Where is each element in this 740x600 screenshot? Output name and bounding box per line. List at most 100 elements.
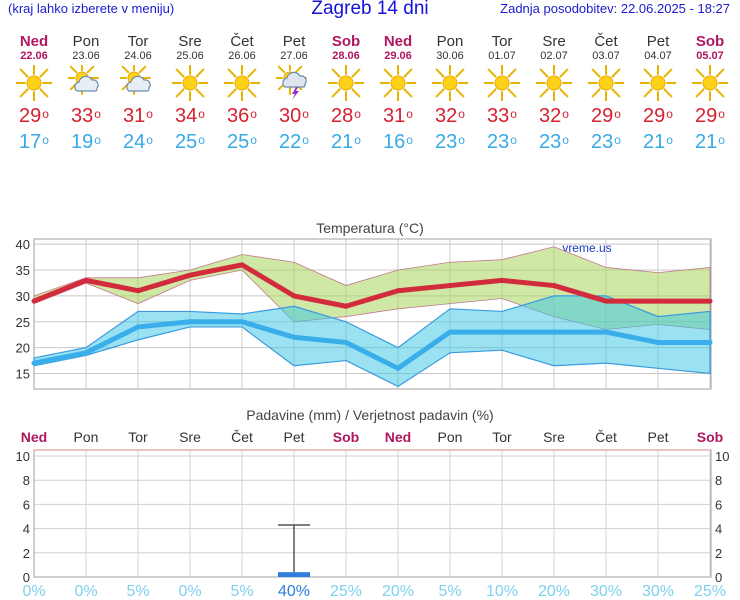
chart-title: Temperatura (°C) [316, 220, 424, 236]
max-temp: 29o [19, 105, 49, 127]
min-temp-value: 23 [487, 131, 510, 153]
max-temp-value: 33 [487, 105, 510, 127]
min-temp: 25o [175, 131, 205, 153]
day-date: 27.06 [280, 50, 308, 62]
plot-frame [33, 238, 712, 390]
y-tick-label: 20 [16, 341, 30, 356]
y-tick-label: 30 [16, 289, 30, 304]
max-temp-line [33, 262, 710, 309]
day-date: 26.06 [228, 50, 256, 62]
min-temp-value: 22 [279, 131, 302, 153]
day-label: Tor [492, 429, 512, 445]
max-temp: 31o [123, 105, 153, 127]
min-temp-value: 21 [331, 131, 354, 153]
min-temp: 16o [383, 131, 413, 153]
max-temp: 33o [487, 105, 517, 127]
y-tick-label-right: 4 [715, 522, 722, 537]
max-temp-point [707, 298, 713, 304]
temperature-chart: Temperatura (°C) 15 20 25 30 35 40 vreme.us [16, 220, 713, 390]
max-temp: 31o [383, 105, 413, 127]
day-label: Sob [697, 429, 723, 445]
day-forecast: Sob 05.07 29o 21o [684, 34, 736, 155]
min-temp-point [187, 319, 193, 325]
precip-probability-label: 20% [538, 583, 570, 600]
day-label: Ned [21, 429, 47, 445]
max-temp-value: 29 [591, 105, 614, 127]
min-temp: 25o [227, 131, 257, 153]
max-temp-point [31, 298, 37, 304]
min-temp: 21o [643, 131, 673, 153]
plot-frame [33, 449, 712, 578]
day-name: Sre [542, 33, 566, 50]
precip-probability-label: 25% [694, 583, 726, 600]
sun-icon [684, 63, 736, 103]
min-temp-point [395, 365, 401, 371]
sun-icon [580, 63, 632, 103]
max-temp-point [551, 283, 557, 289]
min-temp-point [83, 350, 89, 356]
day-date: 05.07 [696, 50, 724, 62]
header-menu-hint[interactable]: (kraj lahko izberete v meniju) [8, 1, 175, 16]
max-temp-point [499, 277, 505, 283]
max-temp-value: 36 [227, 105, 250, 127]
day-forecast: Pon 30.06 32o 23o [424, 34, 476, 155]
day-name: Pon [436, 33, 464, 50]
chart-title: Padavine (mm) / Verjetnost padavin (%) [246, 407, 493, 423]
max-temp-value: 31 [123, 105, 146, 127]
min-temp-point [603, 329, 609, 335]
day-date: 28.06 [332, 50, 360, 62]
min-temp-point [31, 360, 37, 366]
day-date: 24.06 [124, 50, 152, 62]
last-updated: Zadnja posodobitev: 22.06.2025 - 18:27 [500, 1, 730, 16]
max-temp-point [343, 303, 349, 309]
day-date: 23.06 [72, 50, 100, 62]
day-forecast: Čet 03.07 29o 23o [580, 34, 632, 155]
day-date: 25.06 [176, 50, 204, 62]
day-label: Sre [179, 429, 201, 445]
day-label: Sre [543, 429, 565, 445]
max-temp-value: 29 [19, 105, 42, 127]
sun-icon [632, 63, 684, 103]
min-temp: 23o [591, 131, 621, 153]
y-tick-label: 35 [16, 263, 30, 278]
max-temp: 29o [695, 105, 725, 127]
day-label: Pet [647, 429, 668, 445]
max-temp-point [187, 272, 193, 278]
min-temp-point [135, 324, 141, 330]
precip-probability-label: 5% [438, 583, 461, 600]
day-date: 02.07 [540, 50, 568, 62]
min-temp-point [499, 329, 505, 335]
day-name: Sob [331, 33, 361, 50]
page-title: Zagreb 14 dni [311, 0, 429, 19]
day-name: Pet [282, 33, 306, 50]
day-name: Pon [72, 33, 100, 50]
day-forecast: Tor 01.07 33o 23o [476, 34, 528, 155]
min-temp-point [655, 339, 661, 345]
sun-icon [320, 63, 372, 103]
sun-icon [424, 63, 476, 103]
sun-icon [528, 63, 580, 103]
day-name: Sob [695, 33, 725, 50]
day-name: Tor [491, 33, 513, 50]
max-temp-point [83, 277, 89, 283]
max-temp-value: 29 [695, 105, 718, 127]
min-temp: 19o [71, 131, 101, 153]
y-tick-label-left: 8 [23, 473, 30, 488]
sun-cloud-icon [112, 63, 164, 103]
min-temp-line [33, 319, 710, 371]
y-tick-label-left: 10 [16, 449, 30, 464]
min-temp-point [707, 339, 713, 345]
y-tick-label-right: 2 [715, 546, 722, 561]
day-forecast: Pet 27.06 30o 22o [268, 34, 320, 155]
day-name: Čet [594, 33, 618, 50]
min-temp-point [343, 339, 349, 345]
precip-probability-label: 30% [590, 583, 622, 600]
day-forecast: Sre 25.06 34o 25o [164, 34, 216, 155]
min-temp: 21o [695, 131, 725, 153]
y-tick-label-right: 0 [715, 570, 722, 585]
max-temp-value: 33 [71, 105, 94, 127]
day-forecast: Sob 28.06 28o 21o [320, 34, 372, 155]
max-temp-point [447, 283, 453, 289]
max-temp: 36o [227, 105, 257, 127]
precip-probability-label: 40% [278, 583, 310, 600]
